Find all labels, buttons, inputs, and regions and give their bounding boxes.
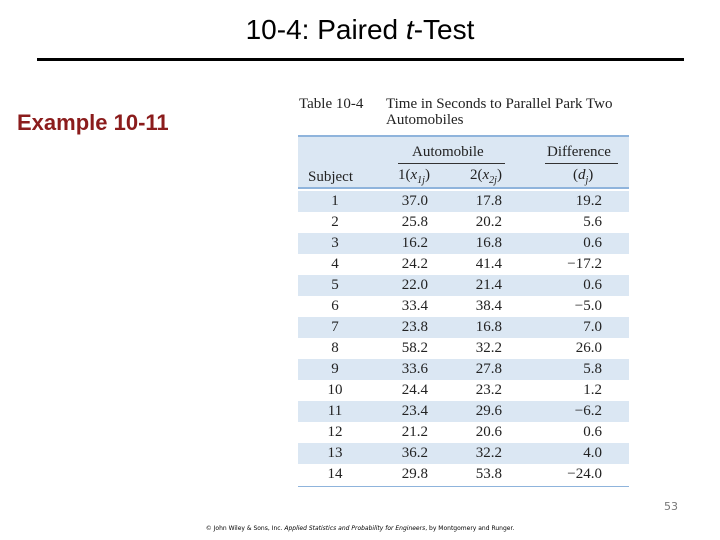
header-text: ) <box>496 167 502 183</box>
column-header: 2(x2j) <box>470 167 502 186</box>
table-cell: 9 <box>331 361 339 377</box>
title-text: -Test <box>413 14 475 45</box>
table-cell: 32.2 <box>475 445 502 461</box>
group-header: Difference <box>547 144 611 160</box>
header-text: ) <box>588 167 594 183</box>
table-cell: 4 <box>331 256 339 272</box>
table-cell: 23.2 <box>475 382 502 398</box>
table-cell: −6.2 <box>574 403 602 419</box>
header-sub: j <box>585 175 589 186</box>
table-cell: 38.4 <box>475 298 502 314</box>
table-cell: 24.4 <box>401 382 428 398</box>
table-label: Table 10-4 <box>299 96 364 112</box>
table-row <box>298 191 629 212</box>
table-cell: 24.2 <box>401 256 428 272</box>
table-cell: 7 <box>331 319 339 335</box>
table-cell: 5.6 <box>583 214 602 230</box>
footer-text: © John Wiley & Sons, Inc. <box>205 525 285 532</box>
table-cell: 14 <box>327 466 343 482</box>
table-cell: 2 <box>331 214 339 230</box>
header-var: d <box>578 167 586 183</box>
title-rule <box>37 58 684 61</box>
header-sub: 2j <box>489 175 497 186</box>
table-cell: 12 <box>327 424 343 440</box>
table-cell: 13 <box>327 445 343 461</box>
table-row <box>298 275 629 296</box>
table-cell: 16.8 <box>475 235 502 251</box>
column-header: Subject <box>308 169 353 185</box>
table-cell: 0.6 <box>583 235 602 251</box>
header-var: x <box>410 167 418 183</box>
table-cell: 1 <box>331 193 339 209</box>
table-cell: 10 <box>327 382 343 398</box>
footer-text: , by Montgomery and Runger. <box>425 525 515 532</box>
table-cell: 27.8 <box>475 361 502 377</box>
table-cell: 29.8 <box>401 466 428 482</box>
table-cell: 36.2 <box>401 445 428 461</box>
header-sub: 1j <box>417 175 425 186</box>
column-header: (dj) <box>573 167 593 186</box>
header-text: ) <box>424 167 430 183</box>
table-cell: 20.2 <box>475 214 502 230</box>
column-header: 1(x1j) <box>398 167 430 186</box>
table-cell: 0.6 <box>583 277 602 293</box>
table-caption: Time in Seconds to Parallel Park Two Aut… <box>386 96 613 128</box>
table-row <box>298 233 629 254</box>
header-text: ( <box>573 167 578 183</box>
table-cell: 29.6 <box>475 403 502 419</box>
table-cell: 32.2 <box>475 340 502 356</box>
table-cell: 5 <box>331 277 339 293</box>
table-cell: 1.2 <box>583 382 602 398</box>
footer: © John Wiley & Sons, Inc. Applied Statis… <box>0 525 720 532</box>
table-cell: 4.0 <box>583 445 602 461</box>
table-cell: 7.0 <box>583 319 602 335</box>
table-cell: 25.8 <box>401 214 428 230</box>
table-cell: 11 <box>327 403 343 419</box>
table-cell: 19.2 <box>575 193 602 209</box>
table-cell: −24.0 <box>567 466 602 482</box>
table-row <box>298 401 629 422</box>
table-cell: 33.6 <box>401 361 428 377</box>
table-cell: 17.8 <box>475 193 502 209</box>
table-cell: 3 <box>331 235 339 251</box>
slide-title: 10-4: Paired t-Test <box>0 14 720 46</box>
table-cell: 58.2 <box>401 340 428 356</box>
table-cell: 20.6 <box>475 424 502 440</box>
table-cell: 16.8 <box>475 319 502 335</box>
table-cell: 16.2 <box>401 235 428 251</box>
table-row <box>298 317 629 338</box>
table-cell: 23.4 <box>401 403 428 419</box>
table-cell: 21.4 <box>475 277 502 293</box>
table-cell: 0.6 <box>583 424 602 440</box>
table-header <box>298 135 629 189</box>
table-cell: 5.8 <box>583 361 602 377</box>
example-label: Example 10-11 <box>17 110 169 135</box>
table-cell: 8 <box>331 340 339 356</box>
header-var: x <box>482 167 490 183</box>
header-text: 1( <box>398 167 411 183</box>
table-cell: 21.2 <box>401 424 428 440</box>
table-cell: 37.0 <box>401 193 428 209</box>
table-cell: −17.2 <box>567 256 602 272</box>
page-number: 53 <box>664 500 678 513</box>
table-row <box>298 359 629 380</box>
header-text: 2( <box>470 167 483 183</box>
table-bottom-rule <box>298 486 629 487</box>
title-italic: t <box>405 14 414 45</box>
table-row <box>298 443 629 464</box>
table-cell: 41.4 <box>475 256 502 272</box>
group-underline <box>545 163 618 164</box>
table-cell: 6 <box>331 298 339 314</box>
group-header: Automobile <box>412 144 484 160</box>
table-cell: 22.0 <box>401 277 428 293</box>
table-cell: 26.0 <box>575 340 602 356</box>
title-text: 10-4: Paired <box>245 14 406 45</box>
table-cell: −5.0 <box>574 298 602 314</box>
table-cell: 33.4 <box>401 298 428 314</box>
table-cell: 53.8 <box>475 466 502 482</box>
footer-italic: Applied Statistics and Probability for E… <box>284 525 426 532</box>
group-underline <box>398 163 505 164</box>
table-cell: 23.8 <box>401 319 428 335</box>
